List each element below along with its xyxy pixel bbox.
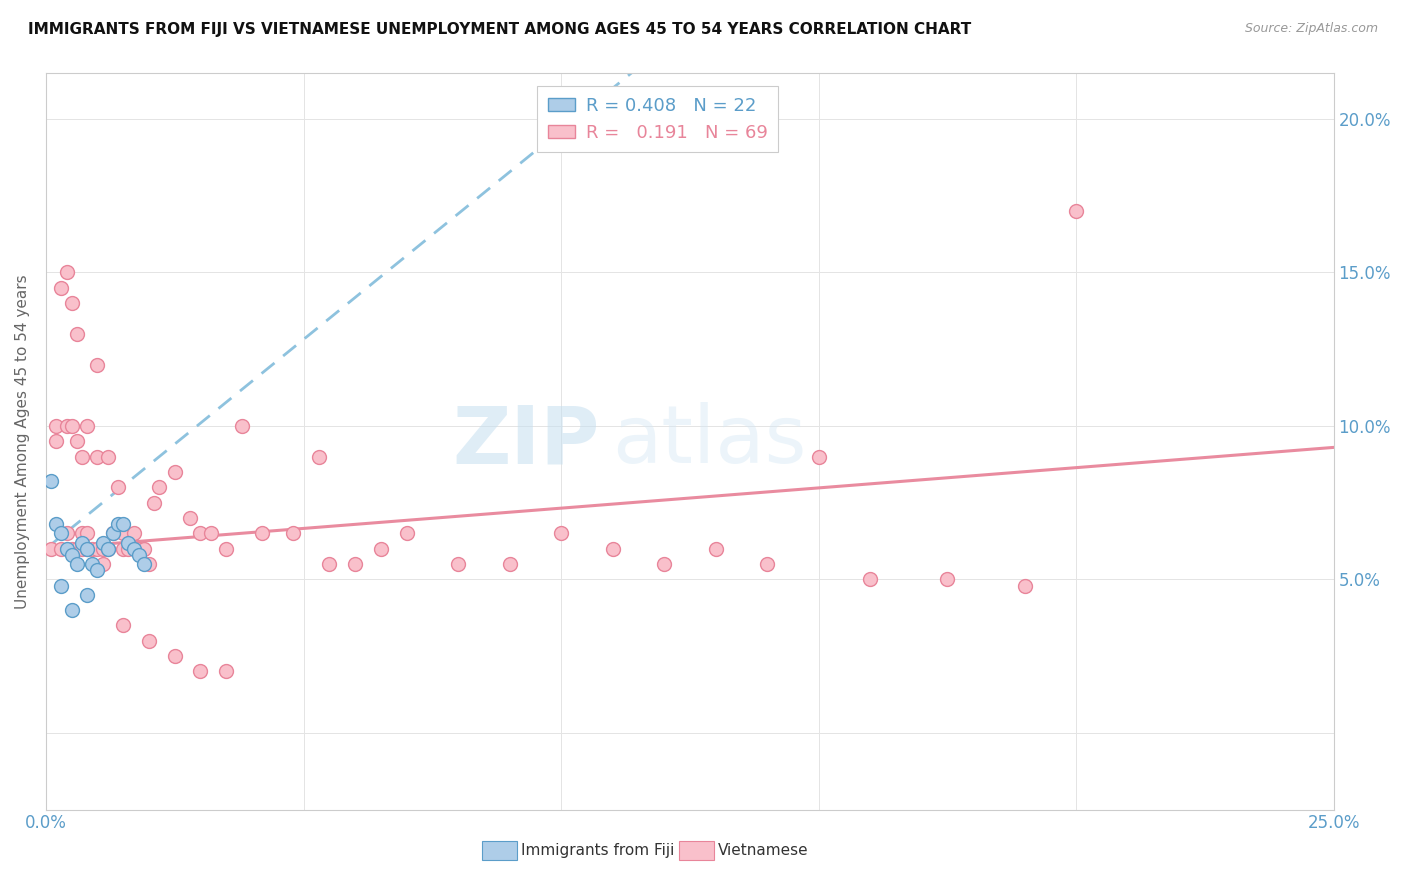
Point <box>163 649 186 664</box>
Point <box>200 526 222 541</box>
Point <box>112 517 135 532</box>
Point <box>1014 578 1036 592</box>
Point <box>112 541 135 556</box>
Point <box>122 541 145 556</box>
Point <box>117 535 139 549</box>
Point <box>807 450 830 464</box>
Point <box>190 526 212 541</box>
Point <box>51 281 73 295</box>
Point <box>51 526 73 541</box>
Point <box>128 541 150 556</box>
Point <box>602 541 624 556</box>
Point <box>55 541 77 556</box>
Text: ZIP: ZIP <box>453 402 600 480</box>
Point <box>70 535 93 549</box>
Point <box>308 450 330 464</box>
Point <box>60 541 83 556</box>
Point <box>756 557 779 571</box>
Text: IMMIGRANTS FROM FIJI VS VIETNAMESE UNEMPLOYMENT AMONG AGES 45 TO 54 YEARS CORREL: IMMIGRANTS FROM FIJI VS VIETNAMESE UNEMP… <box>28 22 972 37</box>
Point <box>704 541 727 556</box>
Point <box>550 526 572 541</box>
Point <box>45 517 67 532</box>
Point <box>55 526 77 541</box>
Point <box>97 541 120 556</box>
Point <box>60 296 83 310</box>
Point <box>45 418 67 433</box>
Point <box>70 541 93 556</box>
Point <box>138 557 160 571</box>
Y-axis label: Unemployment Among Ages 45 to 54 years: Unemployment Among Ages 45 to 54 years <box>15 274 30 608</box>
Point <box>86 450 108 464</box>
Point <box>395 526 418 541</box>
Point <box>60 548 83 562</box>
Point <box>132 557 155 571</box>
Point <box>86 358 108 372</box>
Point <box>51 541 73 556</box>
Text: atlas: atlas <box>613 402 807 480</box>
Point <box>76 418 98 433</box>
Point <box>936 573 959 587</box>
Point <box>91 541 114 556</box>
Point <box>1064 204 1087 219</box>
Point <box>179 511 201 525</box>
Point <box>163 465 186 479</box>
Text: Immigrants from Fiji: Immigrants from Fiji <box>522 843 675 858</box>
Point <box>107 480 129 494</box>
Point <box>190 665 212 679</box>
Point <box>117 541 139 556</box>
Point <box>39 541 62 556</box>
Point <box>91 535 114 549</box>
Point <box>76 541 98 556</box>
Point <box>859 573 882 587</box>
Point <box>112 526 135 541</box>
Legend: R = 0.408   N = 22, R =   0.191   N = 69: R = 0.408 N = 22, R = 0.191 N = 69 <box>537 86 779 153</box>
Point <box>76 526 98 541</box>
Point <box>66 557 89 571</box>
Point <box>231 418 253 433</box>
Point <box>112 618 135 632</box>
Point <box>76 541 98 556</box>
Point <box>86 541 108 556</box>
Point <box>66 434 89 449</box>
Point <box>652 557 675 571</box>
Point <box>39 474 62 488</box>
Point <box>318 557 340 571</box>
Point <box>447 557 470 571</box>
Point <box>82 557 104 571</box>
Point <box>97 541 120 556</box>
Point <box>138 633 160 648</box>
Point <box>55 265 77 279</box>
Point <box>122 526 145 541</box>
Point <box>45 434 67 449</box>
Point <box>343 557 366 571</box>
Point <box>101 526 124 541</box>
Text: Vietnamese: Vietnamese <box>718 843 808 858</box>
Point <box>101 526 124 541</box>
Point <box>70 450 93 464</box>
Point <box>91 557 114 571</box>
Point <box>215 541 238 556</box>
Text: Source: ZipAtlas.com: Source: ZipAtlas.com <box>1244 22 1378 36</box>
Point <box>128 548 150 562</box>
Point <box>82 541 104 556</box>
Point <box>76 588 98 602</box>
Point <box>370 541 392 556</box>
Point <box>252 526 274 541</box>
Point <box>283 526 305 541</box>
Point <box>60 603 83 617</box>
Point <box>97 450 120 464</box>
Point <box>143 495 166 509</box>
Point <box>60 418 83 433</box>
Point <box>66 541 89 556</box>
Point <box>55 418 77 433</box>
Point <box>107 517 129 532</box>
Point <box>70 526 93 541</box>
Point <box>498 557 520 571</box>
Point <box>148 480 170 494</box>
Point <box>132 541 155 556</box>
Point <box>51 578 73 592</box>
Point <box>86 563 108 577</box>
Point <box>66 326 89 341</box>
Point <box>215 665 238 679</box>
